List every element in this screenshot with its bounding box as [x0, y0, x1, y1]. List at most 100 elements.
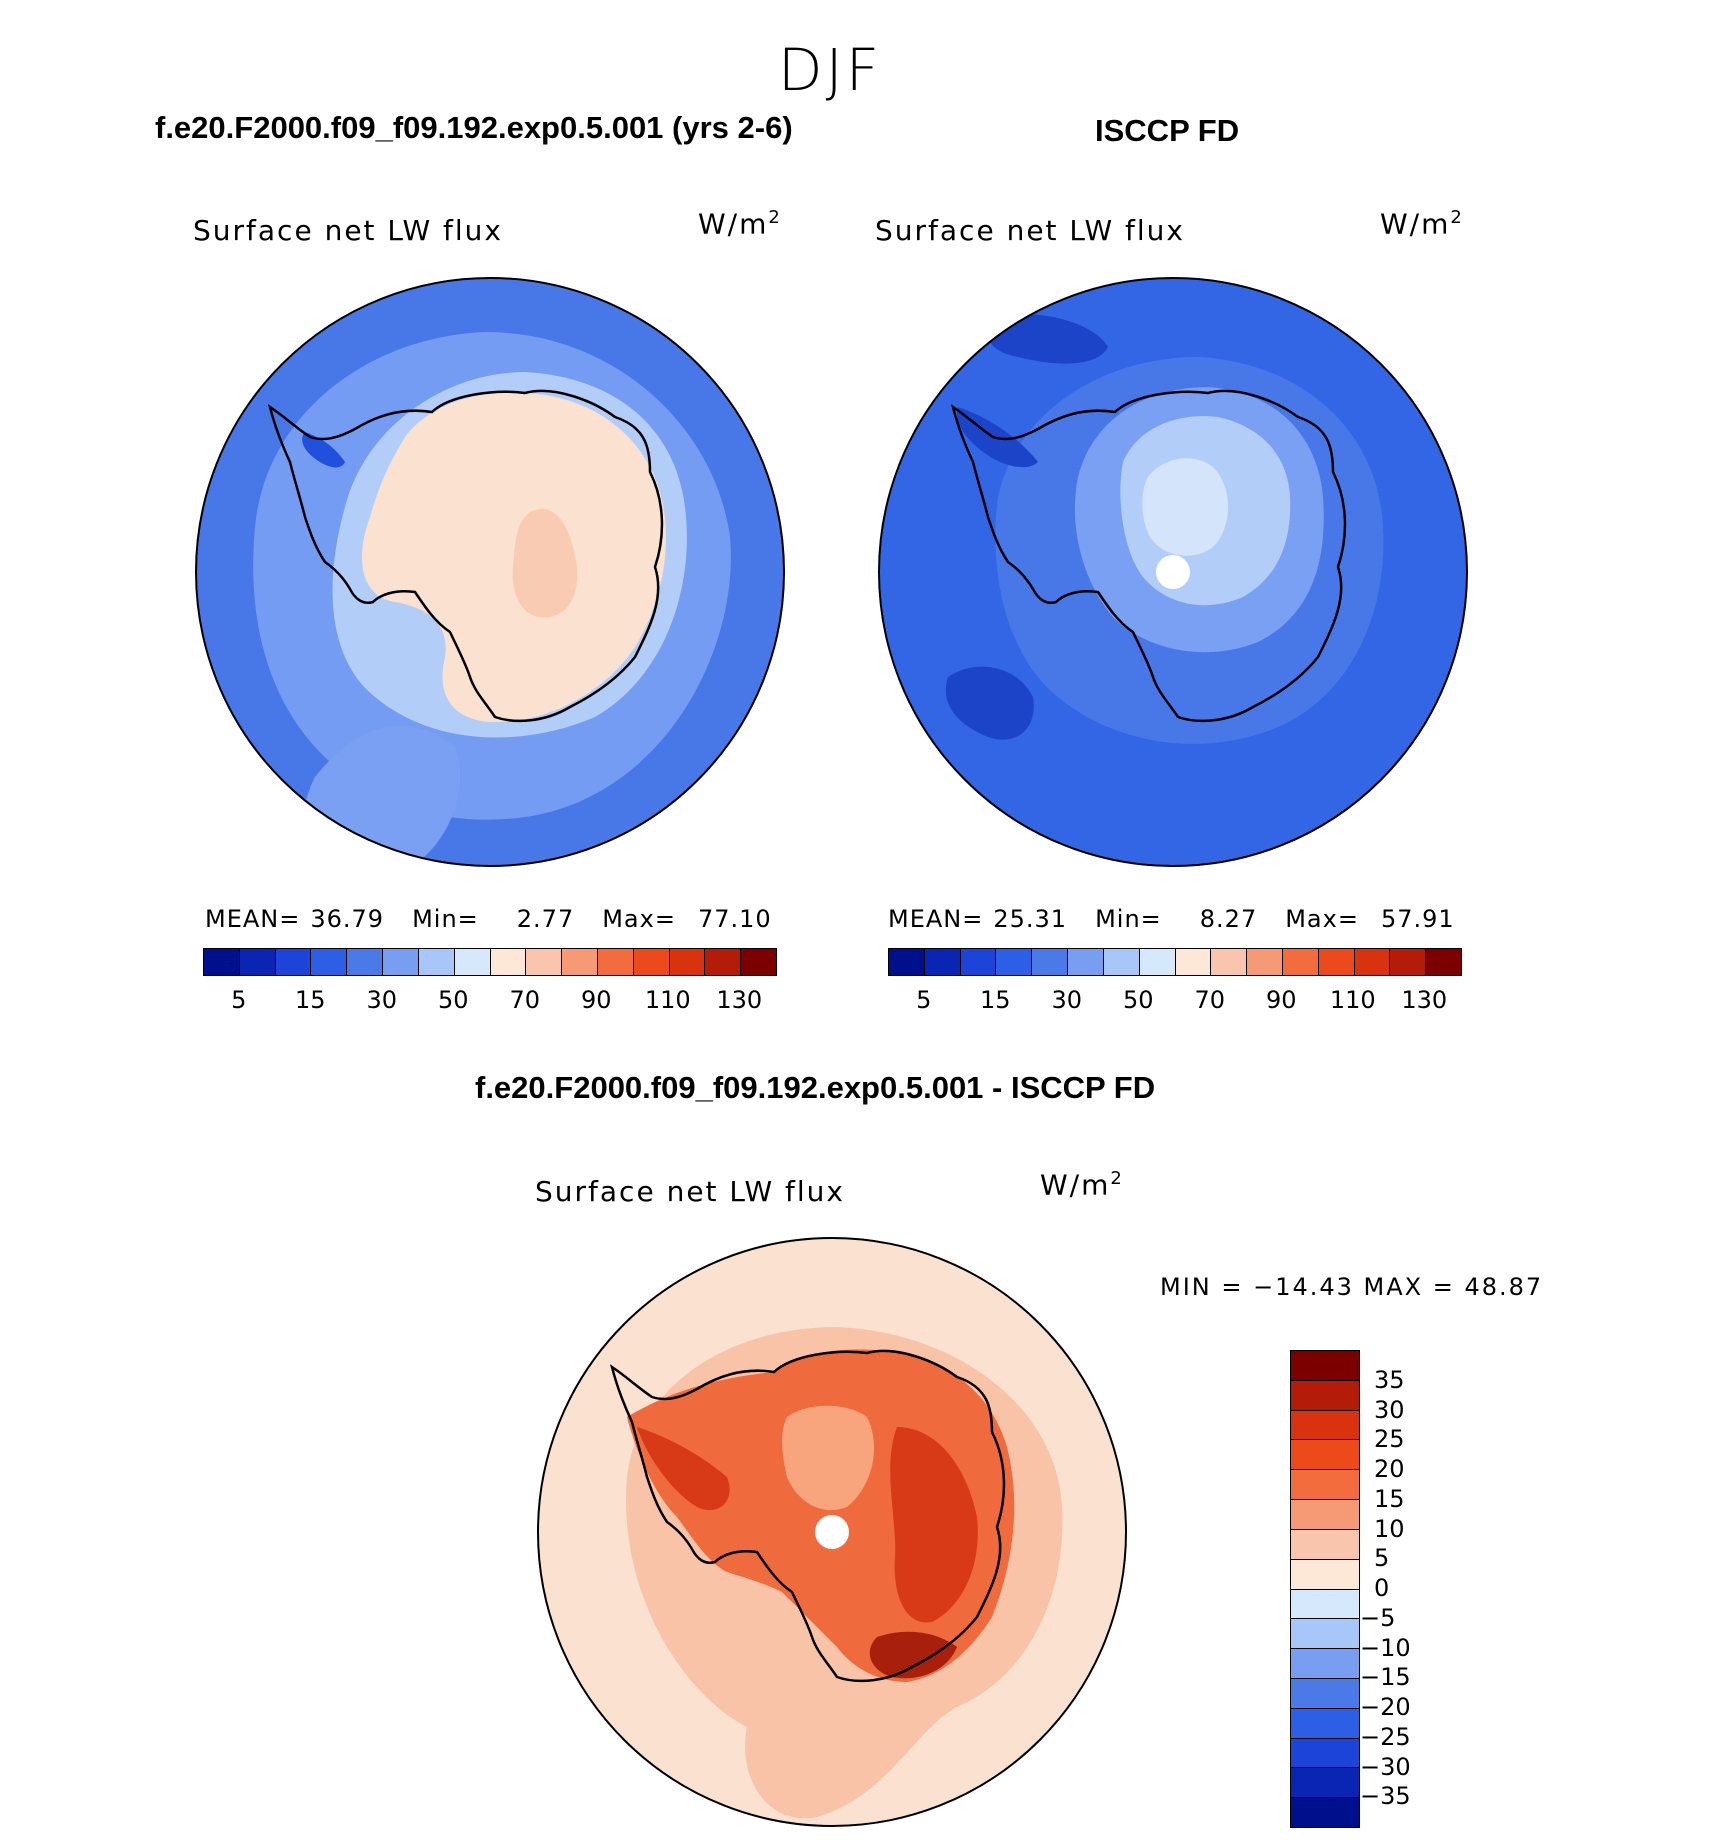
panel2-stats: MEAN= 25.31 Min= 8.27 Max= 57.91 — [888, 905, 1465, 933]
diff-coastline — [610, 1349, 1006, 1683]
panel1-colorbar-swatch — [705, 949, 742, 975]
diff-colorbar-tick-label: 15 — [1374, 1484, 1405, 1513]
diff-colorbar-tick-label: 5 — [1374, 1544, 1390, 1573]
panel1-colorbar-tick-label: 5 — [231, 986, 247, 1014]
panel2-colorbar-swatch — [1103, 949, 1140, 975]
panel2-pole-hole — [1156, 555, 1190, 589]
panel2-colorbar-swatch — [1211, 949, 1248, 975]
panel2-colorbar-swatch — [996, 949, 1033, 975]
panel1-max-value: 77.10 — [697, 905, 772, 933]
panel2-min-label: Min= — [1095, 905, 1162, 933]
diff-colorbar-tick-label: 30 — [1374, 1395, 1405, 1424]
panel2-colorbar-swatch — [1175, 949, 1212, 975]
panel1-units: W/m2 — [698, 207, 782, 241]
diff-min-max: MIN = −14.43 MAX = 48.87 — [1160, 1273, 1544, 1301]
panel2-colorbar-tick-label: 50 — [1122, 986, 1154, 1014]
panel2-colorbar-ticks: 5 15 30 50 70 90 110 130 — [888, 986, 1460, 1016]
diff-colorbar-swatch — [1291, 1619, 1359, 1650]
diff-colorbar-swatch — [1291, 1351, 1359, 1381]
panel1-peninsula-patch — [302, 432, 345, 468]
panel2-colorbar — [888, 948, 1462, 976]
panel1-min-label: Min= — [412, 905, 479, 933]
diff-colorbar-tick-label: 35 — [1374, 1365, 1405, 1394]
panel2-colorbar-swatch — [1032, 949, 1069, 975]
diff-colorbar-swatch — [1291, 1589, 1359, 1620]
diff-colorbar-swatch — [1291, 1500, 1359, 1530]
panel2-colorbar-swatch — [1068, 949, 1104, 975]
panel1-colorbar-swatch — [204, 949, 240, 975]
panel1-colorbar-swatch — [562, 949, 598, 975]
panel2-colorbar-swatch — [924, 949, 961, 975]
panel2-units: W/m2 — [1380, 207, 1464, 241]
panel2-dark-patch-south — [945, 666, 1034, 740]
panel1-field-label: Surface net LW flux — [193, 214, 503, 247]
diff-colorbar-tick-label: −5 — [1360, 1603, 1396, 1632]
panel2-mean-value: 25.31 — [993, 905, 1068, 933]
panel1-colorbar-tick-label: 15 — [294, 986, 326, 1014]
panel2-colorbar-tick-label: 5 — [916, 986, 932, 1014]
panel1-colorbar-swatch — [311, 949, 348, 975]
diff-colorbar-swatch — [1291, 1470, 1359, 1501]
diff-colorbar-swatch — [1291, 1768, 1359, 1799]
panel2-colorbar-swatch — [1318, 949, 1355, 975]
diff-max-patch — [869, 1631, 957, 1679]
panel1-colorbar-tick-label: 90 — [580, 986, 612, 1014]
diff-colorbar-tick-label: −35 — [1360, 1782, 1411, 1811]
panel1-plateau-fill — [512, 508, 578, 618]
panel1-colorbar-swatch — [597, 949, 634, 975]
panel1-mean-value: 36.79 — [310, 905, 385, 933]
diff-colorbar-swatch — [1291, 1559, 1359, 1590]
panel2-max-label: Max= — [1285, 905, 1359, 933]
model-case-title: f.e20.F2000.f09_f09.192.exp0.5.001 (yrs … — [155, 110, 793, 145]
panel1-colorbar-ticks: 5 15 30 50 70 90 110 130 — [203, 986, 775, 1016]
diff-colorbar-swatch — [1291, 1529, 1359, 1560]
panel1-colorbar-tick-label: 70 — [509, 986, 541, 1014]
panel2-colorbar-tick-label: 30 — [1051, 986, 1083, 1014]
panel2-colorbar-swatch — [1390, 949, 1427, 975]
panel1-colorbar-tick-label: 30 — [366, 986, 398, 1014]
diff-field-label: Surface net LW flux — [535, 1175, 845, 1208]
panel1-colorbar-swatch — [633, 949, 670, 975]
diff-colorbar-tick-label: −10 — [1360, 1633, 1411, 1662]
panel1-mean-label: MEAN= — [205, 905, 301, 933]
panel1-polar-map — [195, 277, 785, 867]
panel1-colorbar-swatch — [741, 949, 776, 975]
panel2-plateau-fill — [1142, 458, 1228, 556]
diff-colorbar-swatch — [1291, 1708, 1359, 1739]
diff-colorbar-swatch — [1291, 1798, 1359, 1827]
panel1-colorbar-swatch — [454, 949, 491, 975]
diff-colorbar-tick-label: −30 — [1360, 1752, 1411, 1781]
panel2-polar-map — [878, 277, 1468, 867]
diff-colorbar-swatch — [1291, 1440, 1359, 1471]
diff-colorbar-swatch — [1291, 1410, 1359, 1441]
diff-colorbar-swatch — [1291, 1678, 1359, 1709]
panel2-colorbar-swatch — [1139, 949, 1176, 975]
panel2-colorbar-tick-label: 130 — [1401, 986, 1448, 1014]
panel1-colorbar-swatch — [490, 949, 527, 975]
panel2-dark-patch-north — [987, 314, 1108, 364]
panel2-field-label: Surface net LW flux — [875, 214, 1185, 247]
diff-colorbar-tick-label: −25 — [1360, 1722, 1411, 1751]
panel1-colorbar-swatch — [275, 949, 312, 975]
panel2-colorbar-tick-label: 110 — [1329, 986, 1376, 1014]
panel1-colorbar-swatch — [526, 949, 563, 975]
diff-coastal-band — [637, 1427, 730, 1511]
panel2-colorbar-swatch — [1247, 949, 1283, 975]
panel1-colorbar-swatch — [383, 949, 419, 975]
panel2-colorbar-swatch — [889, 949, 925, 975]
panel2-min-value: 8.27 — [1199, 905, 1258, 933]
panel2-colorbar-swatch — [1354, 949, 1391, 975]
diff-colorbar-tick-label: −20 — [1360, 1693, 1411, 1721]
diff-colorbar-tick-label: −15 — [1360, 1663, 1411, 1692]
panel1-max-label: Max= — [602, 905, 676, 933]
panel1-colorbar-swatch — [347, 949, 384, 975]
panel1-colorbar-swatch — [239, 949, 276, 975]
diff-colorbar-swatch — [1291, 1738, 1359, 1769]
panel1-colorbar-tick-label: 50 — [437, 986, 469, 1014]
panel2-colorbar-swatch — [1426, 949, 1461, 975]
panel1-colorbar-swatch — [418, 949, 455, 975]
panel1-colorbar-tick-label: 130 — [716, 986, 763, 1014]
diff-colorbar-tick-label: 0 — [1374, 1574, 1390, 1602]
obs-case-title: ISCCP FD — [1095, 113, 1240, 148]
diff-colorbar-ticks: 35 30 25 20 15 10 5 0 −5 −10 −15 −20 −25 −30 −35 — [1360, 1350, 1450, 1826]
